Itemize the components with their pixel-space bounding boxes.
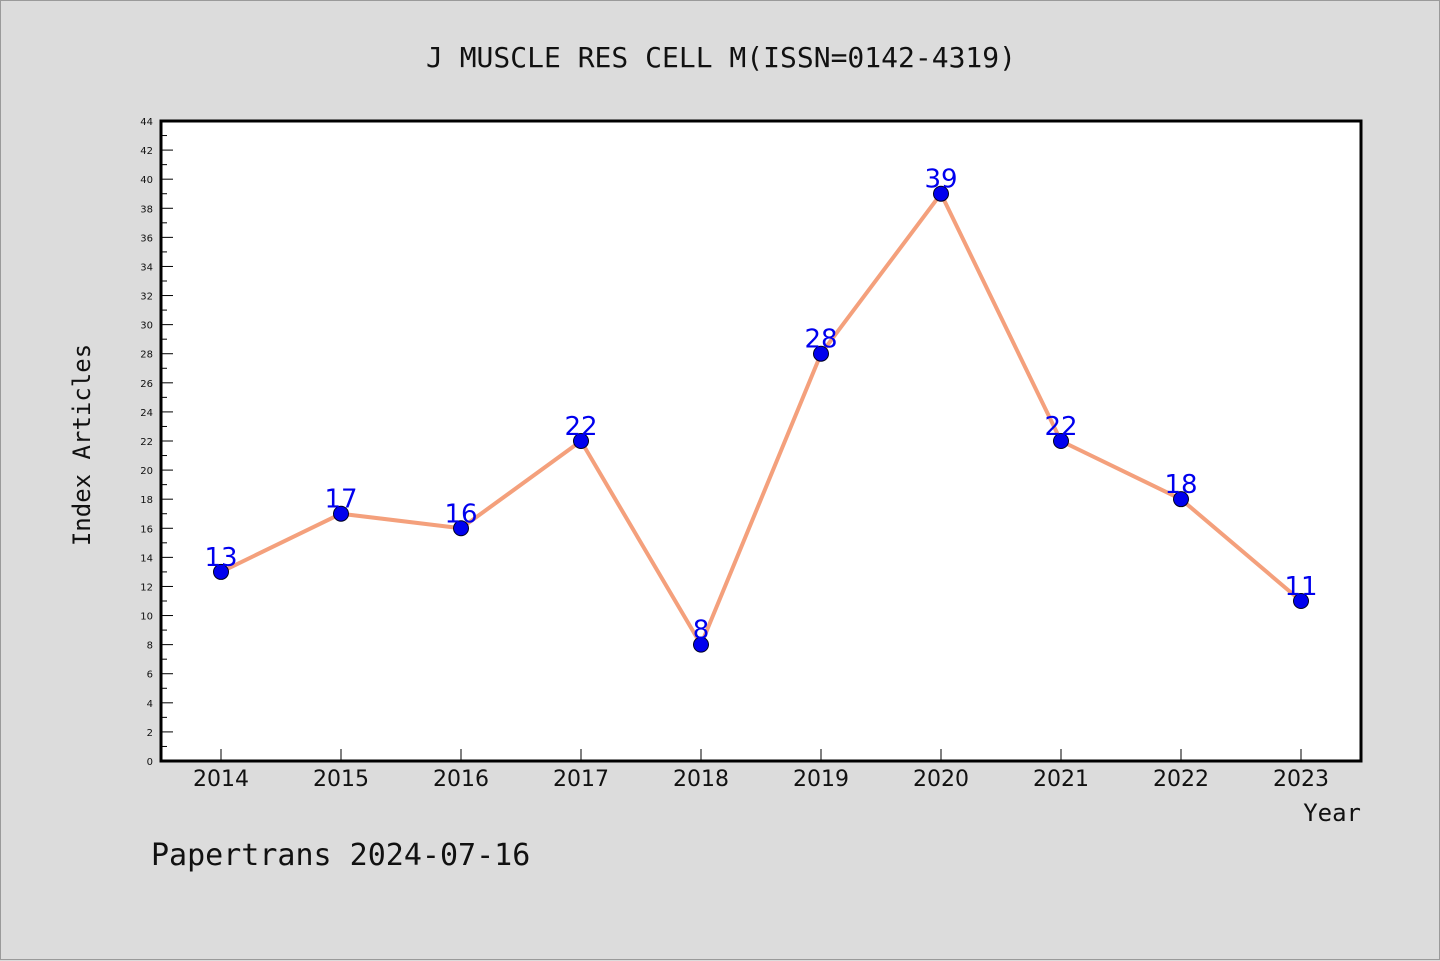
- data-point-label: 39: [924, 165, 957, 195]
- x-tick-label: 2016: [433, 767, 489, 792]
- y-tick-label: 26: [140, 379, 153, 390]
- y-tick-label: 28: [140, 350, 153, 361]
- x-axis-title: Year: [1303, 799, 1361, 827]
- x-tick-label: 2015: [313, 767, 369, 792]
- y-tick-label: 18: [140, 495, 153, 506]
- y-tick-label: 10: [140, 612, 153, 623]
- y-tick-label: 34: [140, 262, 153, 273]
- y-tick-label: 42: [140, 146, 153, 157]
- data-label-layer: 13 17 16 22 8 28 39 22 18 11: [204, 165, 1317, 646]
- series-layer: [220, 191, 1303, 647]
- y-tick-label: 40: [140, 175, 153, 186]
- data-point-marker: [333, 505, 349, 522]
- y-tick-label: 0: [147, 757, 153, 768]
- y-tick-label: 24: [140, 408, 153, 419]
- data-point-marker: [693, 636, 709, 653]
- data-point-label: 16: [444, 499, 477, 529]
- data-point-label: 17: [324, 485, 357, 515]
- data-point-marker: [453, 520, 469, 537]
- data-point-label: 22: [564, 412, 597, 442]
- y-tick-label: 4: [147, 699, 153, 710]
- y-tick-label: 20: [140, 466, 153, 477]
- y-tick-label: 2: [147, 728, 153, 739]
- data-point-marker: [213, 563, 229, 580]
- chart-title: J MUSCLE RES CELL M(ISSN=0142-4319): [426, 41, 1016, 74]
- data-point-marker: [813, 345, 829, 362]
- x-tick-label: 2019: [793, 767, 849, 792]
- y-tick-label: 8: [147, 641, 153, 652]
- data-point-marker: [573, 433, 589, 449]
- x-tick-label: 2014: [193, 767, 249, 792]
- y-axis-title: Index Articles: [68, 344, 96, 546]
- y-tick-label: 32: [140, 292, 153, 303]
- data-point-label: 28: [804, 325, 837, 355]
- y-tick-label: 22: [140, 437, 153, 448]
- data-point-marker: [1053, 433, 1069, 449]
- y-tick-label: 6: [147, 670, 153, 681]
- y-tick-label: 44: [140, 117, 153, 128]
- data-point-label: 18: [1164, 470, 1197, 500]
- data-point-marker: [1293, 593, 1309, 609]
- y-tick-label: 12: [140, 582, 153, 593]
- data-point-label: 11: [1284, 572, 1317, 602]
- x-tick-label: 2020: [913, 767, 969, 792]
- x-tick-label: 2022: [1153, 767, 1209, 792]
- data-point-label: 22: [1044, 412, 1077, 442]
- data-point-marker: [1173, 491, 1189, 508]
- y-tick-label: 14: [140, 553, 153, 564]
- x-tick-label: 2023: [1273, 767, 1329, 792]
- y-axis: 0246810121416182022242628303234363840424…: [140, 117, 173, 768]
- y-tick-label: 16: [140, 524, 153, 535]
- y-tick-label: 38: [140, 204, 153, 215]
- footer-credit: Papertrans 2024-07-16: [151, 838, 530, 873]
- data-point-label: 13: [204, 543, 237, 573]
- y-tick-label: 36: [140, 233, 153, 244]
- data-point-marker: [933, 185, 949, 202]
- series-line: [220, 191, 1303, 647]
- y-tick-label: 30: [140, 321, 153, 332]
- x-tick-label: 2018: [673, 767, 729, 792]
- plot-area: [159, 119, 1363, 763]
- x-tick-label: 2017: [553, 767, 609, 792]
- x-tick-label: 2021: [1033, 767, 1089, 792]
- data-point-label: 8: [693, 616, 710, 646]
- x-axis: 2014 2015 2016 2017 2018 2019 2020 2021 2022 2023: [193, 749, 1329, 792]
- marker-layer: [213, 185, 1309, 653]
